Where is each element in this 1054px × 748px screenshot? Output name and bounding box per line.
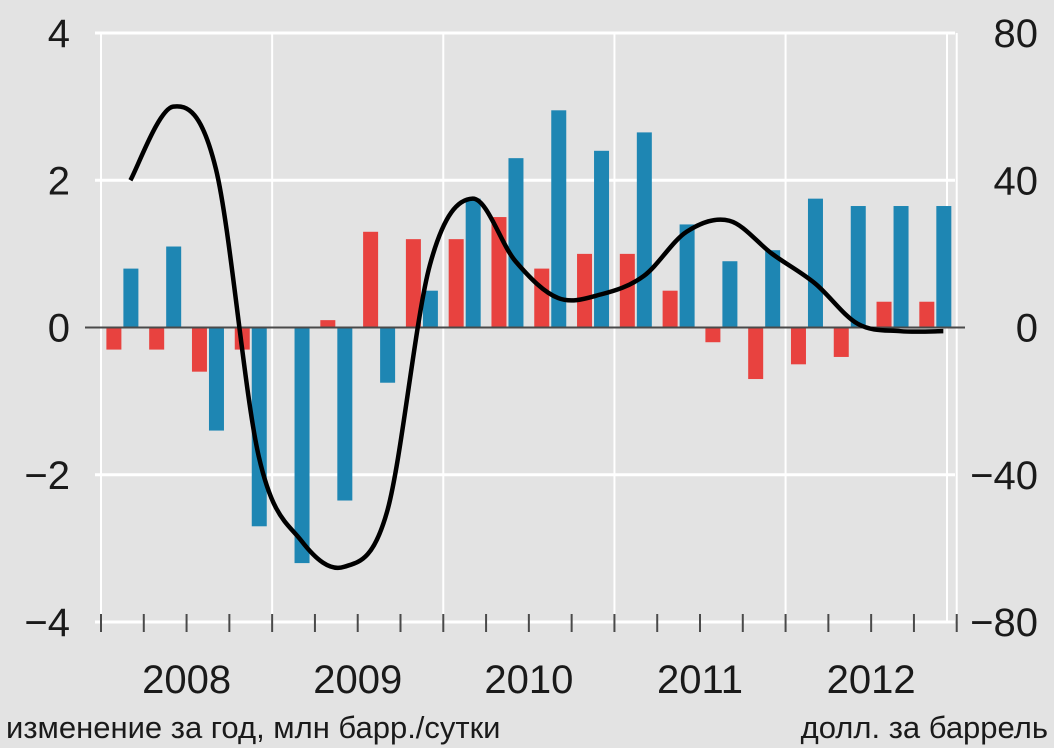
price-line-path [128, 104, 944, 571]
bar-blue [422, 290, 438, 328]
y-axis-right: 80 40 0 −40 −80 [970, 12, 1038, 645]
bar-blue [123, 268, 139, 328]
bar-red [448, 239, 464, 328]
bar-blue [936, 206, 952, 328]
bar-blue [208, 327, 224, 431]
bar-blue [166, 246, 182, 328]
x-ticks [100, 614, 958, 632]
y-tick-right: 40 [994, 159, 1039, 203]
y-tick-left: −4 [24, 601, 70, 645]
bar-blue [765, 250, 781, 328]
y-tick-right: −40 [970, 454, 1038, 498]
bar-red [149, 327, 165, 350]
y-tick-left: 4 [48, 12, 70, 56]
bar-red [790, 327, 806, 365]
y-tick-right: 0 [1016, 307, 1038, 351]
price-line [128, 104, 944, 571]
bar-red [705, 327, 721, 343]
bar-blue [679, 224, 695, 328]
year-label: 2009 [313, 658, 402, 702]
bar-red [577, 253, 593, 328]
bar-red [919, 301, 935, 328]
year-label: 2010 [484, 658, 573, 702]
bar-blue [551, 110, 567, 328]
bar-red [876, 301, 892, 328]
y-axis-left: 4 2 0 −2 −4 [24, 12, 70, 645]
bar-red [191, 327, 207, 372]
bar-blue [850, 206, 866, 328]
y-tick-left: −2 [24, 454, 70, 498]
bar-red [833, 327, 849, 357]
y-axis-right-label: долл. за баррель [801, 710, 1048, 745]
year-label: 2008 [142, 658, 231, 702]
y-axis-left-label: изменение за год, млн барр./сутки [6, 710, 501, 745]
bar-red [534, 268, 550, 328]
x-axis-years: 2008 2009 2010 2011 2012 [142, 658, 916, 702]
bars [106, 110, 952, 564]
bar-blue [636, 132, 652, 328]
bar-red [619, 253, 635, 328]
bar-blue [807, 198, 823, 328]
bar-red [405, 239, 421, 328]
bar-blue [893, 206, 909, 328]
bar-blue [465, 198, 481, 328]
y-tick-right: −80 [970, 601, 1038, 645]
bar-blue [722, 261, 738, 328]
bar-red [748, 327, 764, 380]
year-label: 2011 [657, 658, 743, 702]
bar-red [320, 320, 336, 328]
bar-blue [380, 327, 396, 383]
y-tick-left: 2 [48, 159, 70, 203]
year-label: 2012 [827, 658, 916, 702]
y-tick-left: 0 [48, 307, 70, 351]
y-tick-right: 80 [994, 12, 1039, 56]
bar-blue [508, 158, 524, 328]
bar-red [106, 327, 122, 350]
bar-blue [594, 150, 610, 328]
bar-blue [337, 327, 353, 501]
bar-red [363, 231, 379, 328]
bar-red [662, 290, 678, 328]
bar-blue [294, 327, 310, 564]
